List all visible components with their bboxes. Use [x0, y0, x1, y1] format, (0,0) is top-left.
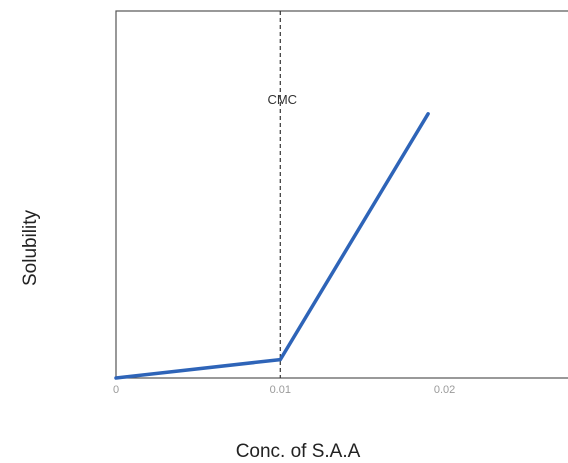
x-axis-title: Conc. of S.A.A: [236, 441, 361, 462]
x-tick-label: 0.02: [434, 384, 455, 396]
annotation-lines: CMC: [267, 11, 297, 378]
solubility-line: [114, 112, 430, 380]
plot-area-frame: [115, 10, 568, 379]
x-tick-label: 0: [113, 384, 119, 396]
cmc-label: CMC: [267, 92, 297, 107]
series-lines: [114, 112, 430, 380]
x-tick-labels: 0 0.01 0.02: [113, 384, 455, 396]
y-axis-title: Solubility: [20, 209, 41, 286]
x-tick-label: 0.01: [270, 384, 291, 396]
